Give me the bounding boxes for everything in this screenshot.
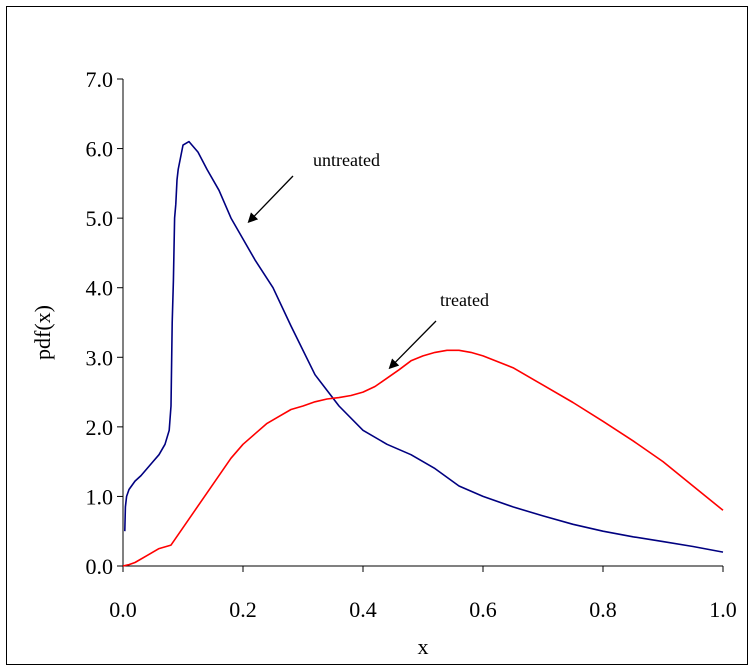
x-tick-label: 0.6	[469, 597, 497, 622]
x-tick-label: 0.4	[349, 597, 377, 622]
y-axis-label: pdf(x)	[30, 305, 55, 360]
y-tick-label: 6.0	[86, 137, 114, 162]
y-tick-label: 3.0	[86, 345, 114, 370]
x-axis-label: x	[418, 634, 429, 659]
annotation-treated: treated	[440, 290, 489, 310]
axes	[122, 79, 723, 567]
x-tick-label: 0.8	[589, 597, 617, 622]
series-line-untreated	[124, 140, 724, 553]
annotation-arrow	[247, 175, 294, 224]
y-tick-label: 0.0	[86, 554, 114, 579]
series-line-treated	[122, 349, 724, 567]
y-tick-label: 4.0	[86, 276, 114, 301]
annotations: untreated treated	[247, 150, 489, 370]
y-tick-label: 1.0	[86, 484, 114, 509]
y-tick-label: 2.0	[86, 415, 114, 440]
annotation-untreated: untreated	[313, 150, 380, 170]
y-ticks: 0.0 1.0 2.0 3.0 4.0 5.0 6.0 7.0	[86, 67, 123, 579]
x-tick-label: 0.2	[229, 597, 257, 622]
x-tick-label: 1.0	[709, 597, 737, 622]
y-tick-label: 7.0	[86, 67, 114, 92]
chart-frame	[6, 6, 748, 665]
series-lines	[122, 140, 724, 567]
y-tick-label: 5.0	[86, 206, 114, 231]
x-tick-label: 0.0	[109, 597, 137, 622]
x-ticks: 0.0 0.2 0.4 0.6 0.8 1.0	[109, 566, 737, 622]
annotation-arrow	[388, 320, 437, 370]
